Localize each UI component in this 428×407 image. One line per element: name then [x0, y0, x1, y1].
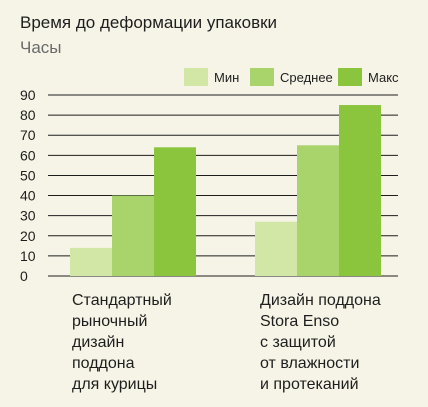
legend: Мин Среднее Макс	[184, 68, 399, 86]
x-category-label-line: от влажности	[260, 355, 359, 372]
x-category-label: Дизайн поддона Stora Enso с защитой от влаж…	[260, 292, 381, 393]
bar-avg	[297, 145, 339, 276]
bar-min	[255, 221, 297, 276]
bar-min	[70, 247, 112, 276]
y-tick-label: 0	[20, 268, 28, 284]
bars	[70, 105, 381, 276]
x-category-label-line: с защитой	[260, 334, 336, 351]
x-category-label-line: Дизайн поддона	[260, 292, 381, 309]
y-tick-label: 40	[20, 188, 36, 204]
legend-swatch	[250, 68, 274, 86]
x-category-label-line: поддона	[72, 355, 135, 372]
chart-title: Время до деформации упаковки	[20, 13, 277, 32]
y-tick-label: 80	[20, 107, 36, 123]
bar-max	[154, 147, 196, 276]
x-category-label-line: и протеканий	[260, 376, 359, 393]
x-category-label: Стандартный рыночный дизайн поддона для кури…	[72, 292, 172, 393]
legend-label: Макс	[368, 70, 399, 85]
y-tick-label: 50	[20, 167, 36, 183]
x-category-label-line: рыночный	[72, 313, 147, 330]
legend-swatch	[338, 68, 362, 86]
x-category-label-line: Stora Enso	[260, 313, 339, 330]
legend-swatch	[184, 68, 208, 86]
bar-max	[339, 105, 381, 276]
legend-label: Среднее	[280, 70, 333, 85]
bar-avg	[112, 195, 154, 276]
y-tick-label: 20	[20, 228, 36, 244]
y-tick-label: 30	[20, 208, 36, 224]
x-axis-labels: Стандартный рыночный дизайн поддона для кури…	[72, 292, 381, 393]
legend-label: Мин	[214, 70, 239, 85]
chart-subtitle: Часы	[20, 38, 62, 57]
y-axis-ticks: 0 10 20 30 40 50 60 70 80 90	[20, 87, 36, 284]
y-tick-label: 70	[20, 127, 36, 143]
y-tick-label: 10	[20, 248, 36, 264]
y-tick-label: 90	[20, 87, 36, 103]
x-category-label-line: дизайн	[72, 334, 124, 351]
x-category-label-line: Стандартный	[72, 292, 172, 309]
y-tick-label: 60	[20, 147, 36, 163]
x-category-label-line: для курицы	[72, 376, 157, 393]
